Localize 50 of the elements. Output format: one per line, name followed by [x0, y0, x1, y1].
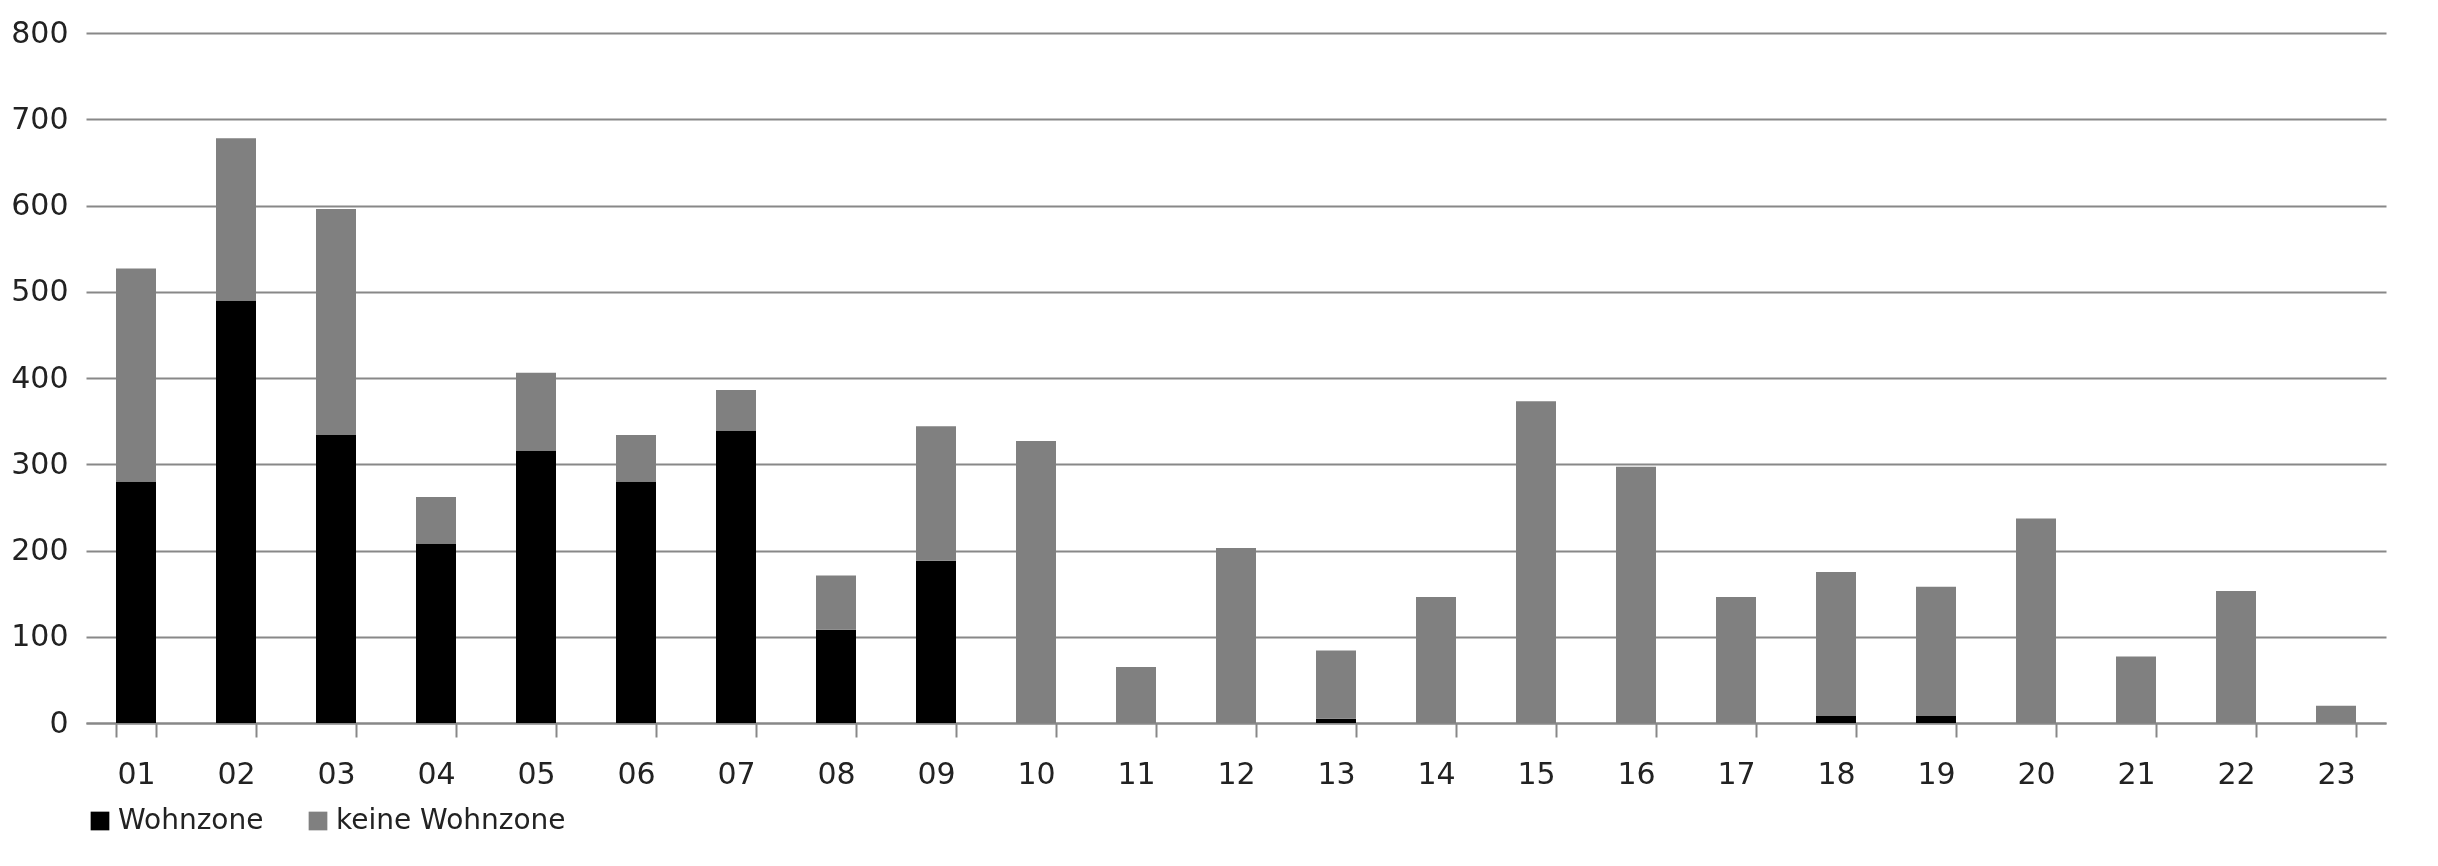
x-tick-label: 08: [817, 755, 856, 791]
bar: [316, 434, 356, 723]
x-tick-label: 09: [917, 755, 956, 791]
x-tick-label: 05: [517, 755, 556, 791]
y-tick-label: 600: [11, 187, 69, 222]
bar: [416, 543, 456, 723]
bar: [1316, 718, 1356, 723]
x-tick-label: 13: [1317, 755, 1356, 791]
bar: [816, 575, 856, 630]
x-tick-label: 16: [1617, 755, 1656, 791]
bar: [1816, 716, 1856, 723]
x-tick-label: 18: [1817, 755, 1856, 791]
x-tick-label: 14: [1417, 755, 1456, 791]
x-tick-label: 06: [617, 755, 656, 791]
x-tick-label: 11: [1117, 755, 1156, 791]
y-tick-label: 0: [49, 704, 69, 740]
x-tick-label: 12: [1217, 755, 1256, 791]
x-tick-label: 01: [117, 755, 156, 791]
x-tick-label: 19: [1917, 755, 1956, 791]
bar: [916, 560, 956, 723]
bar: [116, 481, 156, 723]
legend-label: keine Wohnzone: [336, 803, 566, 836]
bar: [216, 300, 256, 723]
x-tick-label: 03: [317, 755, 356, 791]
x-tick-label: 21: [2117, 755, 2156, 791]
x-tick-label: 07: [717, 755, 756, 791]
bar: [716, 430, 756, 723]
y-tick-label: 800: [11, 14, 69, 50]
bar: [616, 481, 656, 723]
y-tick-label: 100: [11, 618, 69, 654]
x-tick-label: 15: [1517, 755, 1556, 791]
bar: [816, 629, 856, 723]
y-tick-label: 200: [11, 532, 69, 567]
y-tick-label: 700: [11, 100, 69, 136]
bar: [1316, 650, 1356, 719]
bar: [516, 450, 556, 723]
legend-label: Wohnzone: [118, 803, 264, 836]
bar: [416, 497, 456, 544]
x-tick-label: 02: [217, 755, 256, 791]
x-tick-label: 04: [417, 755, 456, 791]
bar: [716, 390, 756, 431]
x-tick-label: 22: [2217, 755, 2256, 791]
y-tick-label: 300: [11, 445, 69, 481]
bar: [1916, 716, 1956, 723]
x-tick-label: 10: [1017, 755, 1056, 791]
x-tick-label: 20: [2017, 755, 2056, 791]
y-tick-label: 500: [11, 273, 69, 309]
x-tick-label: 23: [2317, 755, 2356, 791]
x-tick-label: 17: [1717, 755, 1756, 791]
y-tick-label: 400: [11, 359, 69, 395]
